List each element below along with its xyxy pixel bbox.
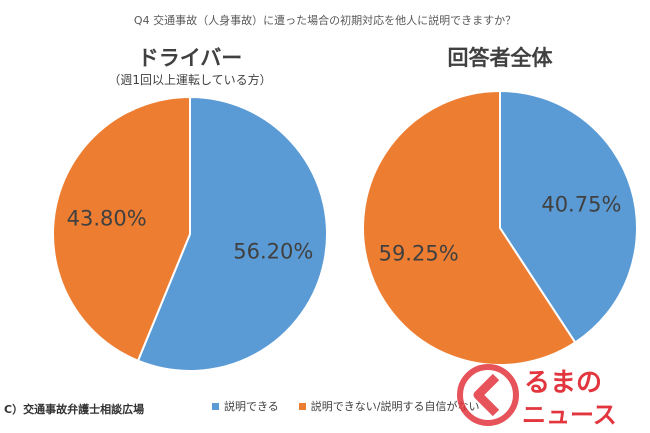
pie-label-driver-can-explain: 56.20% <box>233 239 313 263</box>
pie-label-all-cannot-explain: 59.25% <box>379 241 459 265</box>
legend-label-cannot-explain: 説明できない/説明する自信がない <box>310 400 480 413</box>
pie-label-all-can-explain: 40.75% <box>541 193 621 217</box>
legend-swatch-blue <box>212 402 219 410</box>
pie-slice-driver-cannot-explain <box>52 95 191 363</box>
logo-text-line2: ニュース <box>522 401 617 429</box>
legend-item-can-explain: 説明できる <box>212 398 279 414</box>
question-title: Q4 交通事故（人身事故）に遭った場合の初期対応を他人に説明できますか？ <box>133 14 517 27</box>
pie-label-driver-cannot-explain: 43.80% <box>67 207 147 231</box>
pie-slice-driver-can-explain <box>136 95 328 372</box>
kuruma-news-logo: るまの ニュース <box>457 364 617 429</box>
chart-title-driver: ドライバー <box>137 46 243 70</box>
pie-chart-driver: 56.20% 43.80% <box>52 95 328 372</box>
chart-legend: 説明できる 説明できない/説明する自信がない <box>212 398 480 414</box>
pie-chart-all: 40.75% 59.25% <box>362 89 638 366</box>
chart-subtitle-driver: （週1回以上運転している方） <box>108 73 272 87</box>
legend-label-can-explain: 説明できる <box>224 400 279 413</box>
pie-slice-all-cannot-explain <box>362 89 577 366</box>
legend-item-cannot-explain: 説明できない/説明する自信がない <box>298 398 480 414</box>
legend-swatch-orange <box>298 402 306 410</box>
chart-title-all: 回答者全体 <box>447 46 553 70</box>
credit-text: C）交通事故弁護士相談広場 <box>4 403 145 416</box>
logo-text-line1: るまの <box>524 368 602 398</box>
